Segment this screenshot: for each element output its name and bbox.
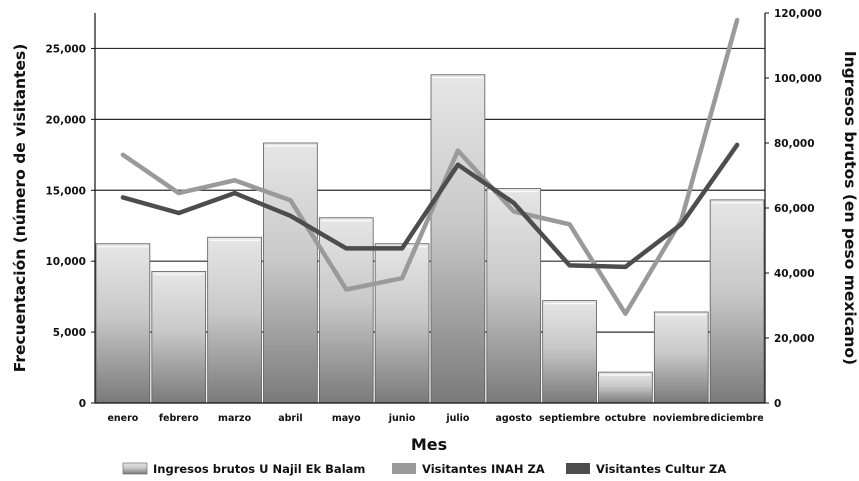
bar-enero — [95, 243, 151, 404]
bar-septiembre — [542, 300, 597, 404]
x-tick-label: febrero — [159, 413, 199, 424]
series-line-visitantes-inah — [120, 17, 740, 316]
bar-abril — [263, 142, 318, 404]
legend-swatch-ingresos — [122, 462, 148, 475]
x-tick-label: marzo — [218, 413, 252, 424]
bar-noviembre — [653, 311, 709, 404]
x-tick-label: noviembre — [653, 413, 710, 424]
x-tick-label: abril — [278, 413, 302, 424]
x-tick-label: octubre — [605, 413, 646, 424]
legend-swatch-visitantes-cultur — [566, 463, 590, 474]
y-left-tick-label: 15,000 — [45, 185, 86, 197]
y-left-tick-label: 25,000 — [45, 43, 86, 55]
y-right-tick-label: 20,000 — [774, 333, 815, 345]
x-tick-label: diciembre — [710, 413, 763, 424]
bar-julio — [430, 74, 486, 404]
y-right-tick-label: 120,000 — [774, 8, 822, 20]
bar-marzo — [207, 236, 262, 404]
bars-ingresos — [95, 74, 765, 404]
y-right-tick-label: 40,000 — [774, 268, 815, 280]
y-right-tick-label: 0 — [774, 398, 781, 410]
y-left-tick-label: 10,000 — [45, 256, 86, 268]
y-left-tick-label: 20,000 — [45, 114, 86, 126]
legend-label: Visitantes INAH ZA — [422, 462, 545, 476]
bar-febrero — [151, 270, 207, 404]
bar-mayo — [318, 217, 374, 404]
x-tick-label: junio — [388, 413, 416, 424]
series-line-visitantes-cultur — [120, 142, 740, 270]
x-tick-label: mayo — [332, 413, 361, 424]
y-right-tick-label: 100,000 — [774, 73, 822, 85]
bar-octubre — [598, 371, 653, 404]
y-right-tick-label: 60,000 — [774, 203, 815, 215]
lines-visitantes — [120, 17, 740, 316]
x-axis-title: Mes — [411, 435, 447, 454]
legend-label: Ingresos brutos U Najil Ek Balam — [153, 462, 365, 476]
legend-label: Visitantes Cultur ZA — [596, 462, 726, 476]
x-tick-label: julio — [445, 413, 470, 424]
y-left-tick-label: 0 — [79, 398, 86, 410]
x-tick-label: agosto — [496, 413, 533, 424]
bar-diciembre — [709, 199, 765, 404]
x-tick-label: enero — [107, 413, 138, 424]
axes: 0 5,000 10,000 15,000 20,000 25,000 0 20,000 40,… — [45, 8, 821, 424]
y-axis-left-title: Frecuentación (número de visitantes) — [11, 44, 29, 373]
y-right-tick-label: 80,000 — [774, 138, 815, 150]
legend: Ingresos brutos U Najil Ek Balam Visitant… — [122, 462, 726, 476]
y-axis-right-title: Ingresos brutos (en peso mexicano) — [841, 51, 859, 365]
gridlines — [95, 47, 765, 333]
legend-swatch-visitantes-inah — [392, 463, 416, 474]
bar-junio — [374, 243, 430, 404]
y-left-tick-label: 5,000 — [53, 327, 86, 339]
x-tick-label: septiembre — [539, 413, 600, 424]
